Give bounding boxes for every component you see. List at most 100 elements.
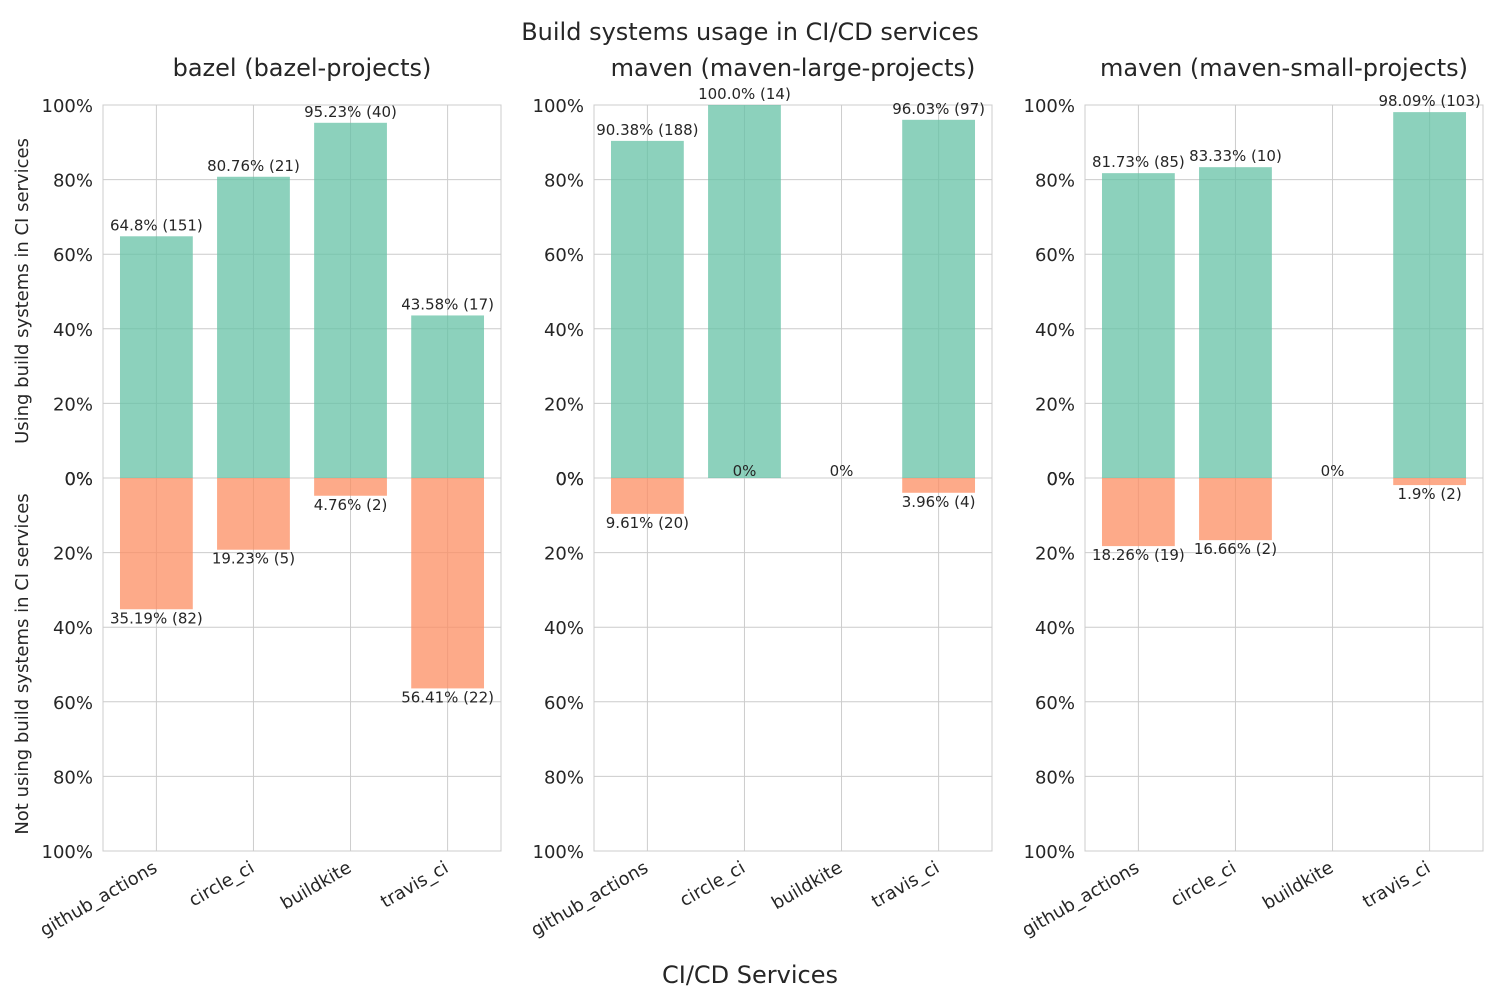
y-tick-label: 0% <box>555 469 584 490</box>
x-tick-label: travis_ci <box>868 857 943 912</box>
data-label-not-using: 35.19% (82) <box>110 609 203 627</box>
y-tick-label: 80% <box>1035 171 1075 192</box>
bar-not-using-travis_ci <box>411 478 485 689</box>
y-tick-label: 40% <box>53 320 93 341</box>
x-tick-label: circle_ci <box>676 857 749 911</box>
data-label-using: 0% <box>1321 462 1345 480</box>
y-tick-label: 80% <box>544 171 584 192</box>
chart-panel-3: 100% 80% 60% 40% 20% 0% 0% 20% 40% 60% 80% 100% 81.7… <box>1018 54 1484 941</box>
chart-panel-1: 100%80%60%40%20%0%0%20%40%60%80%100%64.8… <box>36 54 502 941</box>
data-label-not-using: 1.9% (2) <box>1398 485 1462 503</box>
bar-using-buildkite <box>314 122 387 478</box>
x-tick-label: buildkite <box>768 857 846 914</box>
bar-using-github_actions <box>119 236 193 478</box>
data-label-not-using: 3.96% (4) <box>902 493 976 511</box>
y-tick-label: 0% <box>64 469 93 490</box>
y-tick-label: 60% <box>1035 693 1075 714</box>
data-label-not-using: 0% <box>733 462 757 480</box>
y-tick-label: 0% <box>64 469 93 490</box>
panel-title: bazel (bazel-projects) <box>173 54 432 82</box>
x-tick-label: circle_ci <box>185 857 258 911</box>
y-tick-label: 20% <box>544 394 584 415</box>
data-label-not-using: 56.41% (22) <box>401 688 494 706</box>
bar-not-using-github_actions <box>119 478 193 610</box>
data-label-using: 64.8% (151) <box>110 216 203 234</box>
data-label-not-using: 4.76% (2) <box>314 496 388 514</box>
bar-using-circle_ci <box>708 105 781 478</box>
y-tick-label: 80% <box>544 767 584 788</box>
y-tick-label: 60% <box>544 693 584 714</box>
y-tick-label: 80% <box>1035 767 1075 788</box>
y-tick-label: 20% <box>53 394 93 415</box>
data-label-using: 95.23% (40) <box>304 103 397 121</box>
y-tick-label: 20% <box>544 544 584 565</box>
y-tick-label: 40% <box>544 320 584 341</box>
x-axis-label: CI/CD Services <box>662 961 838 989</box>
data-label-using: 98.09% (103) <box>1378 92 1480 110</box>
bar-using-travis_ci <box>1393 112 1467 478</box>
y-tick-label: 100% <box>42 842 93 863</box>
y-tick-label: 100% <box>1024 842 1075 863</box>
data-label-not-using: 16.66% (2) <box>1194 540 1277 558</box>
panel-title: maven (maven-small-projects) <box>1100 54 1468 82</box>
y-tick-label: 60% <box>53 693 93 714</box>
y-axis-label-top: Using build systems in CI services <box>12 138 33 444</box>
y-tick-label: 20% <box>53 544 93 565</box>
y-tick-label: 80% <box>53 171 93 192</box>
y-tick-label: 0% <box>1046 469 1075 490</box>
data-label-using: 90.38% (188) <box>596 121 698 139</box>
bar-not-using-github_actions <box>610 478 684 514</box>
y-tick-label: 20% <box>1035 544 1075 565</box>
bar-using-circle_ci <box>1199 167 1272 479</box>
bar-using-github_actions <box>1101 173 1175 478</box>
data-label-using: 80.76% (21) <box>207 157 300 175</box>
data-label-using: 81.73% (85) <box>1092 153 1185 171</box>
data-label-using: 100.0% (14) <box>698 85 791 103</box>
y-tick-label: 60% <box>544 245 584 266</box>
data-label-not-using: 9.61% (20) <box>606 514 689 532</box>
y-tick-label: 60% <box>53 245 93 266</box>
data-label-using: 83.33% (10) <box>1189 147 1282 165</box>
chart-panels: 100% 80% 60% 40% 20% 0% 0% 20% 40% 60% 80% 100% 64.8… <box>36 54 1484 941</box>
x-tick-label: buildkite <box>277 857 355 914</box>
y-axis-label-bottom: Not using build systems in CI services <box>12 493 33 834</box>
bar-not-using-github_actions <box>1101 478 1175 547</box>
data-label-using: 0% <box>830 462 854 480</box>
data-label-using: 43.58% (17) <box>401 295 494 313</box>
bar-not-using-travis_ci <box>1393 478 1467 486</box>
plot-frame <box>593 104 993 852</box>
bar-using-github_actions <box>610 140 684 478</box>
bar-not-using-circle_ci <box>1199 478 1272 541</box>
y-tick-label: 40% <box>544 618 584 639</box>
x-tick-label: github_actions <box>1018 857 1142 941</box>
y-tick-label: 100% <box>42 96 93 117</box>
data-label-using: 96.03% (97) <box>892 100 985 118</box>
y-tick-label: 100% <box>533 842 584 863</box>
data-label-not-using: 19.23% (5) <box>212 550 295 568</box>
y-tick-label: 0% <box>555 469 584 490</box>
x-tick-label: circle_ci <box>1167 857 1240 911</box>
x-tick-label: github_actions <box>527 857 651 941</box>
bar-not-using-buildkite <box>314 478 387 496</box>
x-tick-label: buildkite <box>1259 857 1337 914</box>
bar-not-using-travis_ci <box>902 478 976 493</box>
y-tick-label: 40% <box>1035 618 1075 639</box>
x-tick-label: travis_ci <box>377 857 452 912</box>
y-tick-label: 100% <box>1024 96 1075 117</box>
plot-frame <box>102 104 502 852</box>
panel-title: maven (maven-large-projects) <box>611 54 976 82</box>
bar-not-using-circle_ci <box>217 478 290 550</box>
bar-using-travis_ci <box>411 315 485 478</box>
data-label-not-using: 18.26% (19) <box>1092 546 1185 564</box>
y-tick-label: 80% <box>53 767 93 788</box>
bar-using-travis_ci <box>902 119 976 478</box>
y-tick-label: 40% <box>1035 320 1075 341</box>
y-tick-label: 20% <box>1035 394 1075 415</box>
chart-panel-2: 100% 80% 60% 40% 20% 0% 0% 20% 40% 60% 80% 100% 90.3… <box>527 54 993 941</box>
y-tick-label: 0% <box>1046 469 1075 490</box>
x-tick-label: travis_ci <box>1359 857 1434 912</box>
y-tick-label: 40% <box>53 618 93 639</box>
plot-frame <box>1084 104 1484 852</box>
y-tick-label: 60% <box>1035 245 1075 266</box>
